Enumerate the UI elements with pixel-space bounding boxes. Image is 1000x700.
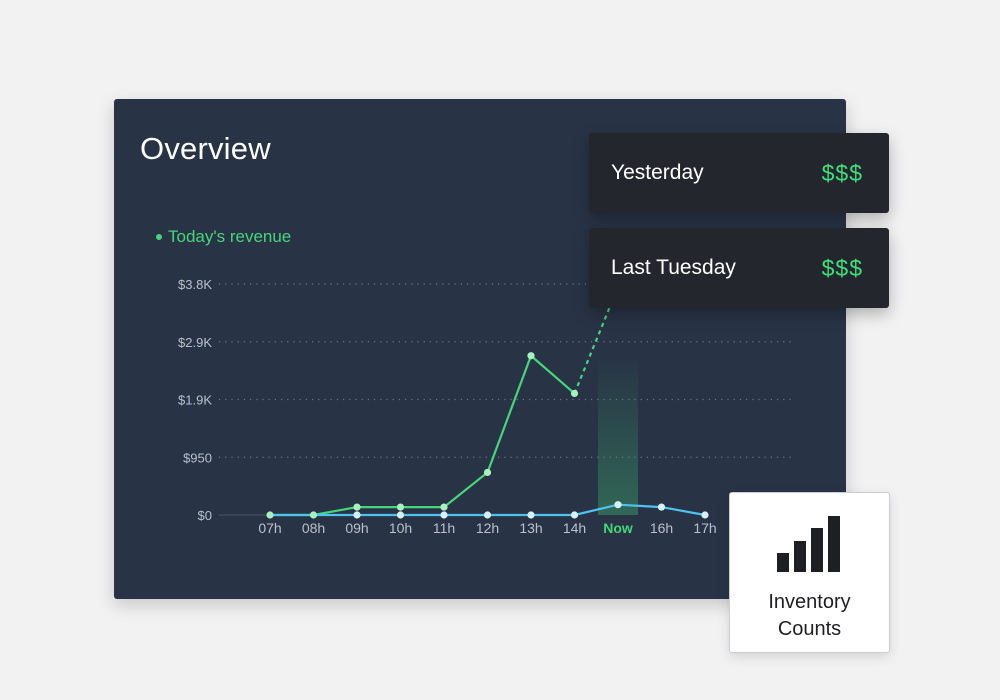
data-point bbox=[570, 389, 579, 398]
x-tick-label: Now bbox=[603, 520, 633, 536]
inventory-label: Inventory Counts bbox=[730, 589, 889, 643]
x-tick-label: 07h bbox=[258, 520, 281, 536]
legend-label: Today's revenue bbox=[168, 227, 292, 246]
comparison-last-tuesday-card[interactable]: Last Tuesday $$$ bbox=[589, 228, 889, 308]
series-line bbox=[270, 354, 576, 517]
x-tick-label: 16h bbox=[650, 520, 673, 536]
data-point bbox=[483, 468, 492, 477]
inventory-label-line2: Counts bbox=[777, 618, 842, 640]
comparison-yesterday-card[interactable]: Yesterday $$$ bbox=[589, 133, 889, 213]
x-tick-label: 09h bbox=[345, 520, 368, 536]
data-point bbox=[527, 352, 535, 360]
x-tick-label: 13h bbox=[519, 520, 542, 536]
comparison-value: $$$ bbox=[821, 159, 863, 186]
data-point bbox=[483, 511, 492, 519]
comparison-value: $$$ bbox=[821, 254, 863, 281]
comparison-label: Last Tuesday bbox=[611, 256, 736, 279]
data-point bbox=[570, 511, 579, 519]
revenue-chart: $0 $950 $1.9K $2.9K $3.8K 07h 08h 09h 10h 11h 12h 1… bbox=[178, 277, 794, 536]
x-tick-label: 17h bbox=[693, 520, 716, 536]
y-tick-label: $2.9K bbox=[178, 335, 212, 350]
data-point bbox=[657, 503, 666, 511]
data-point bbox=[396, 503, 405, 511]
inventory-label-line1: Inventory bbox=[768, 591, 851, 613]
x-tick-label: 10h bbox=[389, 520, 412, 536]
bar-chart-icon bbox=[777, 516, 840, 572]
page-title: Overview bbox=[140, 131, 271, 166]
data-point bbox=[440, 511, 448, 519]
inventory-counts-card[interactable]: Inventory Counts bbox=[729, 492, 890, 653]
legend-dot bbox=[156, 234, 162, 240]
data-point bbox=[353, 503, 361, 511]
y-tick-label: $3.8K bbox=[178, 277, 212, 292]
y-tick-label: $950 bbox=[183, 450, 212, 465]
x-tick-label: 14h bbox=[563, 520, 586, 536]
y-tick-label: $0 bbox=[198, 508, 212, 523]
data-point bbox=[309, 511, 318, 519]
chart-legend[interactable]: Today's revenue bbox=[156, 227, 291, 247]
y-tick-label: $1.9K bbox=[178, 393, 212, 408]
x-tick-label: 08h bbox=[302, 520, 325, 536]
now-highlight bbox=[598, 354, 638, 515]
data-point bbox=[614, 501, 622, 509]
data-point bbox=[527, 511, 535, 519]
data-point bbox=[266, 511, 274, 519]
data-point bbox=[396, 511, 405, 519]
data-point bbox=[440, 503, 448, 511]
comparison-label: Yesterday bbox=[611, 161, 704, 184]
x-tick-label: 12h bbox=[476, 520, 499, 536]
data-point bbox=[353, 511, 361, 519]
data-point bbox=[701, 511, 709, 519]
x-tick-label: 11h bbox=[433, 520, 455, 536]
